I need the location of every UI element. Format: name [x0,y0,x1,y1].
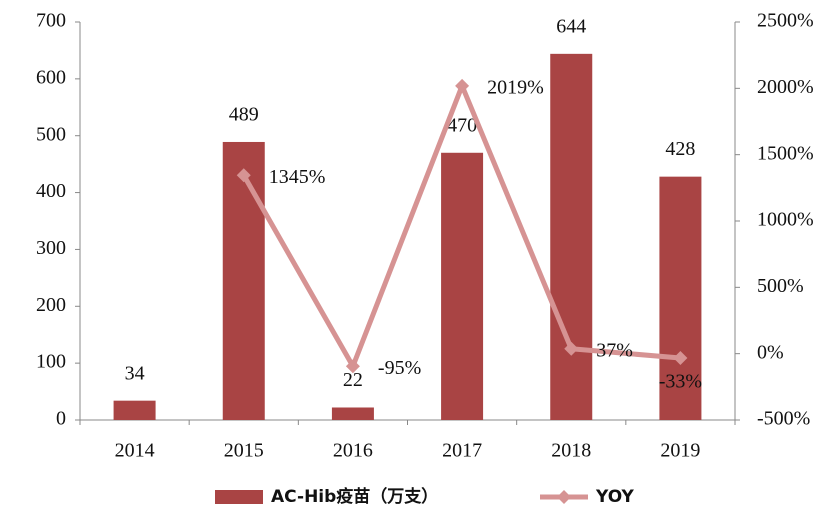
line-marker [236,168,251,183]
y-tick-label: 400 [36,180,66,202]
x-tick-label: 2019 [660,440,700,462]
bar-label: 22 [343,369,363,391]
x-tick-label: 2017 [442,440,482,462]
line-label: -33% [659,371,702,393]
line-marker [564,341,579,356]
x-tick-label: 2016 [333,440,373,462]
line-label: -95% [378,357,421,379]
x-tick-label: 2015 [224,440,264,462]
legend-marker [557,490,571,504]
y-tick-label: 600 [36,66,66,88]
line-label: 37% [596,339,633,361]
legend-swatch [215,490,263,504]
y2-tick-label: 500% [757,275,804,297]
bar [113,400,156,420]
line-marker [455,78,470,93]
y-tick-label: 500 [36,123,66,145]
bar-label: 489 [229,104,259,126]
bar [331,407,374,420]
bar-label: 644 [556,15,586,37]
x-tick-label: 2014 [115,440,155,462]
line-marker [673,351,688,366]
y2-tick-label: 2000% [757,76,814,98]
y-tick-label: 300 [36,237,66,259]
line-label: 2019% [487,76,544,98]
bar [441,152,484,420]
y-tick-label: 200 [36,294,66,316]
line-label: 1345% [269,166,326,188]
line-marker [345,359,360,374]
bar-label: 34 [125,362,145,384]
y-tick-label: 0 [56,408,66,430]
bar [659,176,702,420]
legend-label: YOY [595,487,635,507]
bar [222,141,265,420]
legend-label: AC-Hib疫苗（万支） [271,486,438,507]
y2-tick-label: 2500% [757,10,814,32]
y2-tick-label: 0% [757,341,784,363]
bar-label: 428 [665,138,695,160]
y2-tick-label: 1000% [757,209,814,231]
bar-label: 470 [447,114,477,136]
y-tick-label: 100 [36,351,66,373]
bar [550,53,593,421]
y-tick-label: 700 [36,10,66,32]
y2-tick-label: -500% [757,408,810,430]
y2-tick-label: 1500% [757,142,814,164]
x-tick-label: 2018 [551,440,591,462]
